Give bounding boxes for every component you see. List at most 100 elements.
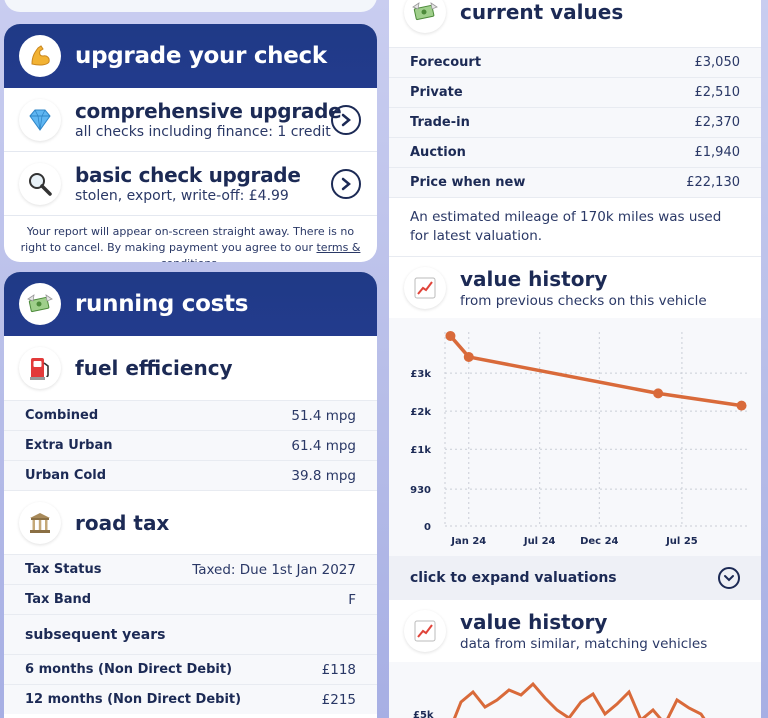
fuel-pump-icon [19, 347, 61, 389]
value-row-value: £22,130 [686, 175, 740, 190]
upgrade-header: upgrade your check [4, 24, 377, 88]
similar-value-history-svg: £5k [413, 681, 706, 718]
fuel-row: Urban Cold 39.8 mpg [4, 460, 377, 490]
upgrade-card: upgrade your check comprehensive upgrade… [4, 24, 377, 262]
value-row-label: Auction [410, 145, 466, 160]
value-point [736, 400, 747, 411]
road-tax-title: road tax [75, 510, 170, 535]
payment-disclaimer: Your report will appear on-screen straig… [4, 216, 377, 262]
x-tick-label: Jul 24 [523, 536, 556, 547]
subsequent-years-heading: subsequent years [4, 614, 377, 654]
gem-icon [19, 98, 61, 141]
fuel-row: Extra Urban 61.4 mpg [4, 430, 377, 460]
value-point [653, 388, 664, 399]
road-tax-section: road tax [4, 490, 377, 554]
right-column: current values Forecourt £3,050 Private £2… [389, 0, 761, 718]
value-history-subtitle: from previous checks on this vehicle [460, 292, 707, 309]
similar-value-history-text: value history data from similar, matchin… [460, 610, 707, 652]
fuel-row-label: Combined [25, 408, 99, 423]
subsequent-row-value: £118 [321, 661, 356, 678]
y-tick-label: £2k [410, 407, 431, 418]
previous-card-stub [4, 0, 377, 12]
similar-value-history-chart: £5k [389, 662, 761, 718]
basic-upgrade-row[interactable]: basic check upgrade stolen, export, writ… [4, 152, 377, 216]
y-tick-label: £1k [410, 445, 431, 456]
valuation-note: An estimated mileage of 170k miles was u… [389, 197, 761, 256]
y-tick-label: £3k [410, 369, 431, 380]
fuel-row-label: Extra Urban [25, 438, 113, 453]
similar-series-line [452, 681, 706, 718]
value-row-label: Price when new [410, 175, 526, 190]
chart-increasing-icon [404, 610, 446, 652]
flexed-bicep-icon [19, 35, 61, 77]
value-row: Trade-in £2,370 [389, 107, 761, 137]
money-with-wings-icon [19, 283, 61, 325]
current-values-title: current values [460, 0, 624, 24]
comprehensive-upgrade-subtitle: all checks including finance: 1 credit [75, 124, 331, 140]
expand-valuations-button[interactable]: click to expand valuations [389, 556, 761, 600]
magnifier-icon [19, 162, 61, 205]
value-row: Price when new £22,130 [389, 167, 761, 197]
current-values-section: current values [389, 0, 761, 34]
tax-row: Tax Status Taxed: Due 1st Jan 2027 [4, 554, 377, 584]
value-row-value: £3,050 [694, 55, 741, 70]
subsequent-row: 12 months (Non Direct Debit) £215 [4, 684, 377, 714]
similar-value-history-subtitle: data from similar, matching vehicles [460, 636, 708, 652]
subsequent-row-value: £215 [321, 691, 356, 708]
value-row: Auction £1,940 [389, 137, 761, 167]
basic-upgrade-subtitle: stolen, export, write-off: £4.99 [75, 188, 289, 204]
value-row-value: £2,370 [694, 115, 741, 130]
y-tick-label: 0 [424, 522, 431, 533]
value-history-svg: 0 930 £1k £2k £3k Jan 24 Jul 24 Dec 24 Jul 25 [410, 330, 747, 547]
fuel-row-label: Urban Cold [25, 468, 107, 483]
fuel-row-value: 51.4 mpg [291, 407, 356, 424]
disclaimer-end: . [217, 257, 221, 262]
value-row-label: Private [410, 85, 463, 100]
chevron-right-icon[interactable] [331, 104, 361, 135]
expand-valuations-label: click to expand valuations [410, 570, 617, 586]
value-series-line [449, 334, 742, 408]
tax-row-label: Tax Status [25, 562, 102, 577]
chevron-right-icon[interactable] [331, 168, 361, 199]
chart-increasing-icon [404, 266, 446, 309]
tax-row-value: Taxed: Due 1st Jan 2027 [192, 561, 356, 578]
running-costs-title: running costs [75, 291, 249, 317]
value-row-value: £2,510 [694, 85, 741, 100]
upgrade-title: upgrade your check [75, 43, 327, 69]
value-row-label: Forecourt [410, 55, 482, 70]
y-tick-label: 930 [410, 485, 431, 496]
similar-value-history-section: value history data from similar, matchin… [389, 600, 761, 662]
similar-chart-tick-label: £5k [413, 710, 434, 718]
tax-row-label: Tax Band [25, 592, 92, 607]
value-history-title: value history [460, 266, 608, 291]
subsequent-row-label: 6 months (Non Direct Debit) [25, 662, 233, 677]
tax-row-value: F [348, 591, 356, 608]
comprehensive-upgrade-text: comprehensive upgrade all checks includi… [75, 99, 342, 140]
basic-upgrade-text: basic check upgrade stolen, export, writ… [75, 163, 301, 204]
value-history-section: value history from previous checks on th… [389, 256, 761, 318]
value-row-value: £1,940 [694, 145, 741, 160]
money-with-wings-icon [404, 0, 446, 33]
value-history-chart: 0 930 £1k £2k £3k Jan 24 Jul 24 Dec 24 Jul 25 [389, 318, 761, 556]
fuel-efficiency-section: fuel efficiency [4, 336, 377, 400]
terms-link[interactable]: terms & conditions [160, 241, 361, 262]
chevron-down-icon[interactable] [718, 567, 740, 589]
tax-row: Tax Band F [4, 584, 377, 614]
fuel-row-value: 39.8 mpg [291, 467, 356, 484]
similar-value-history-title: value history [460, 610, 608, 634]
value-row: Private £2,510 [389, 77, 761, 107]
comprehensive-upgrade-row[interactable]: comprehensive upgrade all checks includi… [4, 88, 377, 152]
basic-upgrade-title: basic check upgrade [75, 163, 301, 187]
value-point [445, 330, 456, 341]
value-row-label: Trade-in [410, 115, 470, 130]
fuel-efficiency-title: fuel efficiency [75, 356, 233, 380]
value-history-text: value history from previous checks on th… [460, 267, 707, 309]
subsequent-row: 6 months (Non Direct Debit) £118 [4, 654, 377, 684]
classical-building-icon [19, 501, 61, 544]
x-tick-label: Jul 25 [665, 536, 698, 547]
subsequent-row-label: 12 months (Non Direct Debit) [25, 692, 242, 707]
value-row: Forecourt £3,050 [389, 47, 761, 77]
running-costs-card: running costs fuel efficiency Combined 51… [4, 272, 377, 718]
x-tick-label: Dec 24 [580, 536, 618, 547]
x-tick-label: Jan 24 [450, 536, 486, 547]
